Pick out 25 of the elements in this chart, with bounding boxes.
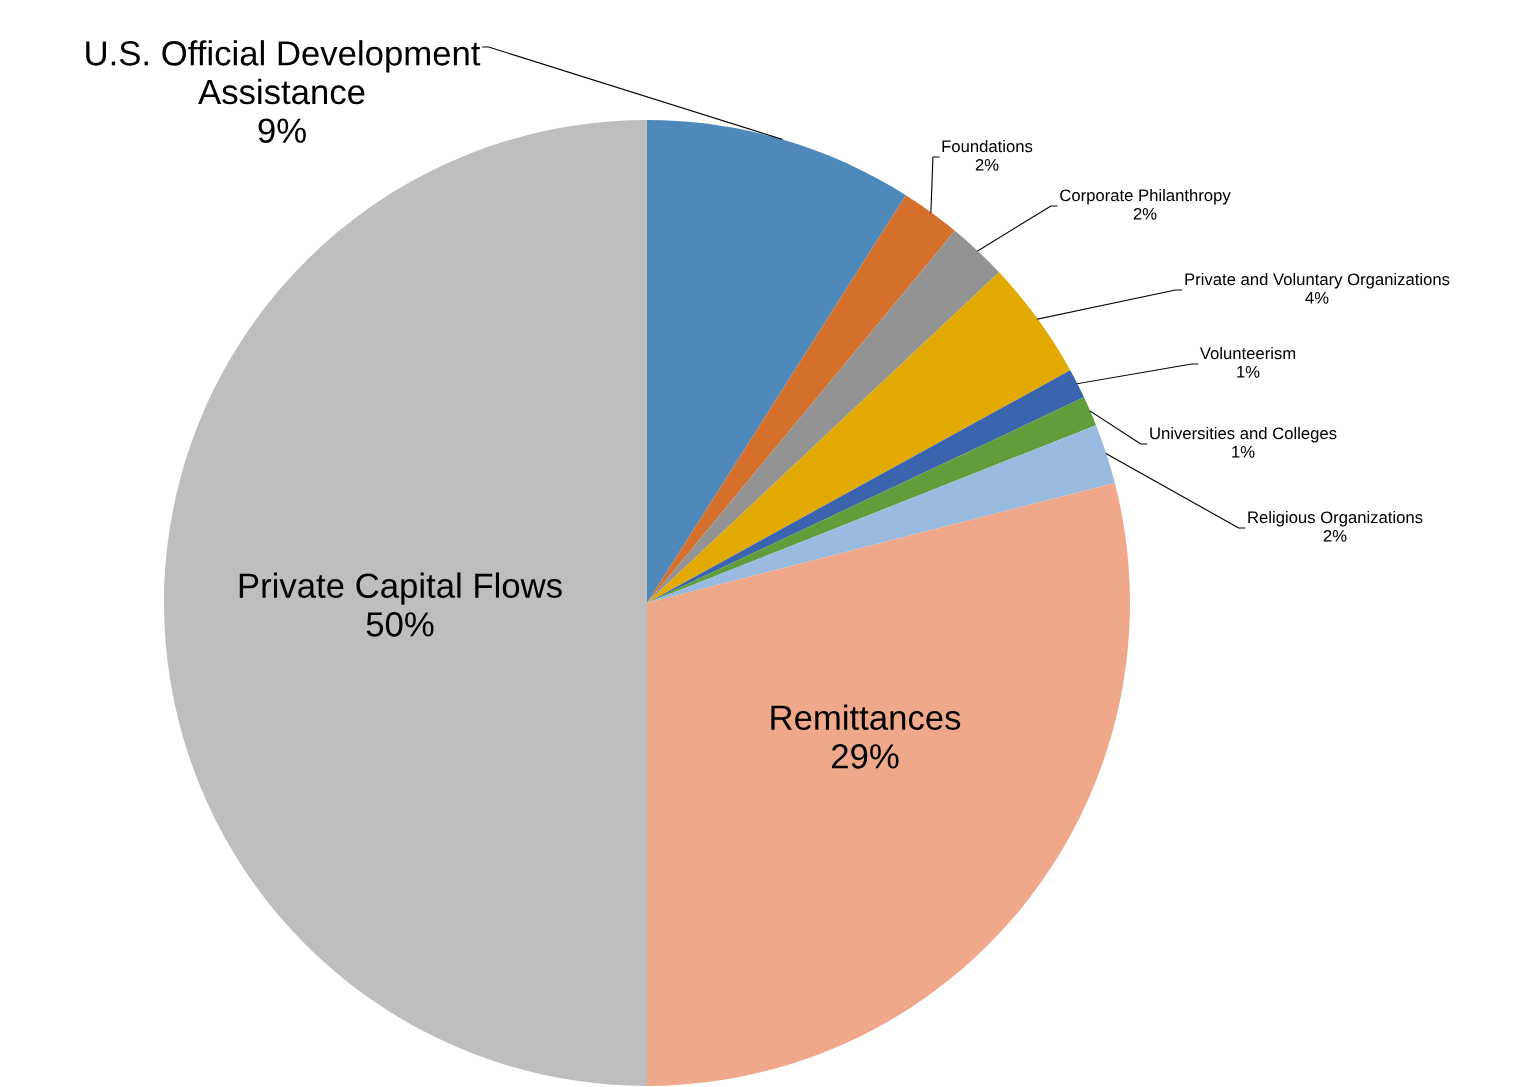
slice-label: Religious Organizations	[1248, 510, 1423, 527]
data-label: 2%	[1133, 207, 1157, 220]
data-label: 2%	[975, 158, 999, 171]
slice-label: Corporate Philanthropy	[1060, 188, 1231, 205]
slice-label: Universities and Colleges	[1150, 426, 1337, 443]
data-label: 9%	[258, 118, 306, 143]
slice-label: Private Capital Flows	[239, 572, 562, 605]
pie-slice	[647, 425, 1115, 603]
pie-slice	[647, 120, 906, 603]
slice-label: Volunteerism	[1199, 346, 1296, 360]
slice-label: U.S. Official Development Assistance	[86, 40, 481, 105]
data-label: 29%	[832, 744, 899, 769]
data-label: 50%	[366, 612, 434, 637]
pie-slice	[647, 272, 1071, 603]
slice-label: Private and Voluntary Organizations	[1185, 272, 1450, 289]
data-label: 4%	[1305, 292, 1329, 304]
data-label: 2%	[1323, 529, 1347, 542]
pie-slice	[647, 482, 1130, 1086]
pie-slice	[647, 230, 1000, 603]
data-label: 1%	[1232, 446, 1255, 458]
pie-slice	[164, 120, 647, 1086]
data-label: 1%	[1237, 366, 1260, 378]
pie-slice	[647, 195, 955, 603]
slice-label: Foundations	[942, 139, 1033, 153]
slice-label: Remittances	[771, 704, 961, 730]
